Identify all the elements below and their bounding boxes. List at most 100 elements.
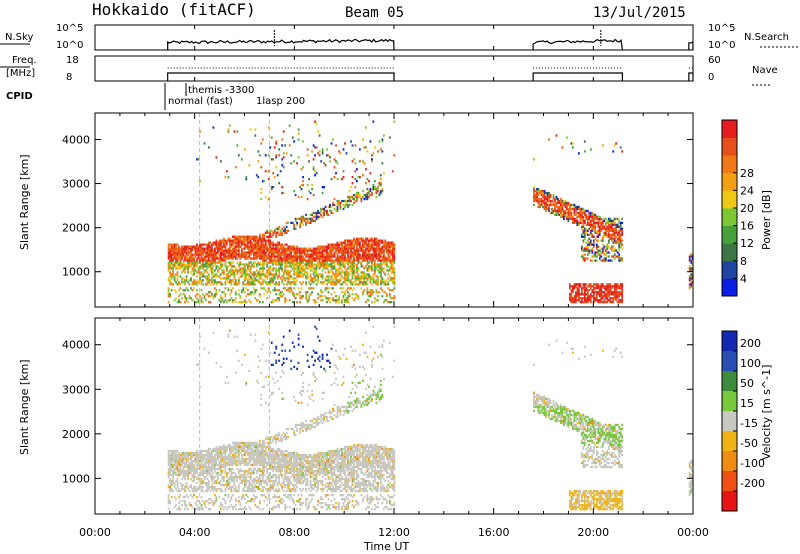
power-cell <box>315 257 318 260</box>
power-cell <box>300 188 303 191</box>
power-cell <box>254 273 257 276</box>
power-cell <box>276 241 279 244</box>
power-cell <box>237 247 240 250</box>
power-cell <box>260 197 263 201</box>
power-cell <box>615 291 618 294</box>
velocity-cell <box>220 445 222 449</box>
power-cell <box>254 257 257 260</box>
power-cell <box>285 289 288 292</box>
power-cell <box>273 289 276 292</box>
power-cell <box>338 267 340 270</box>
power-cell <box>300 263 303 266</box>
velocity-cell <box>172 469 174 473</box>
power-cell <box>309 263 312 266</box>
power-cell <box>251 247 254 250</box>
power-cell <box>303 247 306 250</box>
power-cell <box>272 273 275 276</box>
power-cell <box>218 239 221 242</box>
power-cell <box>205 243 207 246</box>
power-cell <box>353 265 355 268</box>
power-cell <box>618 235 621 238</box>
power-cell <box>603 245 606 248</box>
power-cell <box>173 265 176 268</box>
power-cell <box>369 249 372 252</box>
power-cell <box>220 265 222 268</box>
power-cell <box>363 273 366 276</box>
velocity-cell <box>172 459 174 463</box>
power-cell <box>209 245 212 248</box>
power-cell <box>575 213 577 216</box>
power-cell <box>300 287 303 290</box>
power-cell <box>185 255 188 258</box>
velocity-cell <box>224 469 227 473</box>
velocity-cell <box>170 449 173 453</box>
power-cell <box>567 201 570 205</box>
power-cell <box>315 215 318 218</box>
power-cell <box>291 247 294 250</box>
power-cell <box>285 273 288 276</box>
power-cell <box>350 199 352 203</box>
power-cell <box>234 255 237 258</box>
power-cell <box>233 275 236 278</box>
power-cell <box>205 255 207 258</box>
velocity-cell <box>167 459 170 463</box>
velocity-cell <box>200 496 203 499</box>
power-cell <box>586 293 589 296</box>
velocity-cell <box>178 469 180 473</box>
power-cell <box>610 223 613 226</box>
power-cell <box>536 197 538 201</box>
power-cell <box>572 285 574 288</box>
power-cell <box>572 203 574 207</box>
power-cell <box>318 253 321 256</box>
power-cell <box>351 271 354 274</box>
power-cell <box>266 281 269 284</box>
power-cell <box>601 227 604 230</box>
velocity-cell <box>203 465 206 469</box>
power-cell <box>275 255 278 258</box>
power-cell <box>246 241 249 244</box>
velocity-cell <box>224 500 227 503</box>
power-cell <box>366 293 369 296</box>
velocity-cell <box>169 477 171 481</box>
power-cell <box>291 281 294 284</box>
power-cell <box>385 245 388 248</box>
power-cell <box>246 279 249 282</box>
power-cell <box>320 291 322 294</box>
power-cell <box>281 186 284 189</box>
power-cell <box>377 269 379 272</box>
power-cell <box>267 249 270 252</box>
velocity-cell <box>196 489 198 493</box>
power-cell <box>612 233 615 236</box>
power-cell <box>233 235 236 238</box>
velocity-cell <box>206 477 209 481</box>
power-cell <box>690 279 693 282</box>
velocity-cell <box>187 467 189 471</box>
velocity-cell <box>214 494 216 497</box>
power-cell <box>359 255 361 258</box>
power-cell <box>178 289 180 292</box>
power-cell <box>342 199 345 203</box>
power-cell <box>251 281 254 284</box>
velocity-cell <box>224 453 227 457</box>
power-cell <box>167 245 170 248</box>
power-cell <box>348 195 351 199</box>
power-cell <box>243 267 246 270</box>
power-cell <box>229 293 231 296</box>
power-cell <box>191 259 194 262</box>
power-cell <box>581 247 583 250</box>
power-cell <box>269 247 272 250</box>
power-cell <box>205 257 207 260</box>
velocity-cell <box>193 453 195 457</box>
velocity-cell <box>190 463 192 467</box>
power-cell <box>169 267 171 270</box>
power-cell <box>252 279 255 282</box>
power-cell <box>375 241 378 244</box>
power-cell <box>278 293 281 296</box>
power-cell <box>314 271 316 274</box>
velocity-cell <box>205 469 207 473</box>
power-cell <box>302 267 304 270</box>
power-cell <box>173 277 176 280</box>
power-cell <box>600 229 603 232</box>
power-cell <box>249 128 252 131</box>
power-cell <box>582 219 585 222</box>
